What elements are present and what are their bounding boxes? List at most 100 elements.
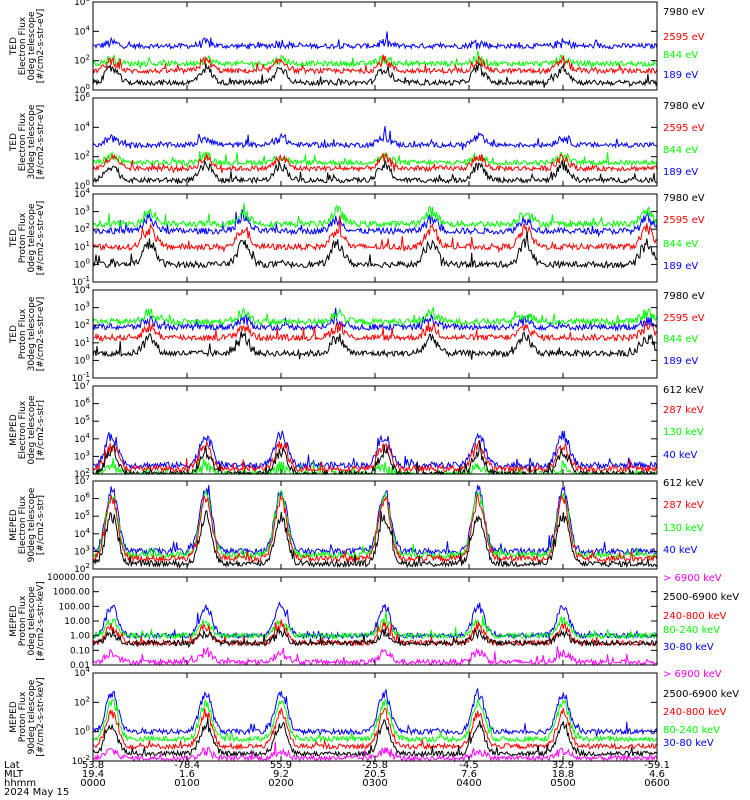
xtick-label: 0200 xyxy=(268,778,293,789)
xtick-label: 0500 xyxy=(550,778,575,789)
series-red-trace xyxy=(92,151,658,174)
y-axis-label: [#/cm2-s-str-eV] xyxy=(36,9,46,84)
y-axis-label: Proton Flux xyxy=(18,595,28,646)
xtick-label: 0100 xyxy=(174,778,199,789)
y-axis-label: 0deg telescope xyxy=(27,11,37,81)
legend-entry: 7980 eV xyxy=(663,291,705,302)
plot-frame xyxy=(92,576,658,666)
y-axis-label: MEPED xyxy=(9,414,19,446)
series-blue-trace xyxy=(92,484,657,558)
legend-entry: 40 keV xyxy=(663,545,697,556)
legend-entry: 30-80 keV xyxy=(663,642,714,653)
ytick-label: 100 xyxy=(74,257,90,270)
xtick-label: -4.5 xyxy=(459,760,479,771)
y-axis-label: [#/cm2-s-str-eV] xyxy=(36,297,46,372)
legend-entry: 2595 eV xyxy=(663,313,705,324)
legend-entry: 189 eV xyxy=(663,70,698,81)
panel-7: 0.01 0.10 1.00 10.00 100.00 1000.00 10000.00 ME… xyxy=(9,573,739,671)
y-axis-label: TED xyxy=(9,37,19,56)
y-axis-label: [#/cm2-s-str] xyxy=(36,495,46,555)
legend-entry: 287 keV xyxy=(663,405,704,416)
xtick-label: 0300 xyxy=(362,778,387,789)
ytick-label: 106 xyxy=(74,492,90,505)
xtick-label: -25.8 xyxy=(362,760,388,771)
y-axis-label: 30deg telescope xyxy=(27,296,37,371)
ytick-label: 104 xyxy=(74,432,90,445)
y-axis-label: MEPED xyxy=(9,701,19,733)
series-blue-trace xyxy=(92,307,658,332)
series-blue-trace xyxy=(92,209,658,238)
legend-entry: 189 eV xyxy=(663,356,698,367)
y-axis-label: TED xyxy=(9,229,19,248)
x-row-label: hhmm xyxy=(4,778,36,789)
legend-entry: 844 eV xyxy=(663,334,698,345)
series-black-trace xyxy=(92,718,658,758)
xtick-label: 9.2 xyxy=(273,769,289,780)
series-green-trace xyxy=(92,698,658,744)
ytick-label: 105 xyxy=(74,414,90,427)
series-black-trace xyxy=(92,232,658,270)
xtick-label: -78.4 xyxy=(174,760,200,771)
y-axis-label: 0deg telescope xyxy=(27,586,37,656)
legend-entry: 7980 eV xyxy=(663,193,705,204)
xtick-label: 7.6 xyxy=(461,769,477,780)
legend-entry: 40 keV xyxy=(663,450,697,461)
ytick-label: 103 xyxy=(74,205,90,218)
series-green-trace xyxy=(92,489,658,560)
series-black-trace xyxy=(92,627,658,649)
ytick-label: 0.10 xyxy=(70,646,90,656)
legend-entry: 2500-6900 keV xyxy=(663,689,739,700)
legend-entry: 130 keV xyxy=(663,427,704,438)
ytick-label: 100 xyxy=(74,725,90,738)
plot-frame xyxy=(92,480,658,570)
xtick-label: 19.4 xyxy=(82,769,104,780)
ytick-label: 104 xyxy=(74,24,90,37)
xtick-label: 1.6 xyxy=(179,769,195,780)
ytick-label: 103 xyxy=(74,544,90,557)
xtick-label: 0400 xyxy=(456,778,481,789)
ytick-label: 104 xyxy=(74,120,90,133)
legend-entry: > 6900 keV xyxy=(663,573,722,584)
x-row-label: MLT xyxy=(4,769,24,780)
series-blue-trace xyxy=(92,126,658,151)
y-axis-label: Electron Flux xyxy=(18,400,28,459)
y-axis-label: Proton Flux xyxy=(18,308,28,359)
xtick-label: 55.9 xyxy=(270,760,292,771)
legend-entry: 612 keV xyxy=(663,385,704,396)
series-black-trace xyxy=(92,440,657,476)
y-axis-label: [#/cm2-s-str-eV] xyxy=(36,105,46,180)
series-black-trace xyxy=(92,158,658,185)
legend-entry: > 6900 keV xyxy=(663,669,722,680)
ytick-label: 100.00 xyxy=(59,602,91,612)
ytick-label: 1.00 xyxy=(70,632,90,642)
series-red-trace xyxy=(92,54,658,76)
date-label: 2024 May 15 xyxy=(4,787,69,798)
y-axis-label: Electron Flux xyxy=(18,16,28,75)
y-axis-label: MEPED xyxy=(9,509,19,541)
ytick-label: 1000.00 xyxy=(53,588,90,598)
xtick-label: 0600 xyxy=(644,778,669,789)
ytick-label: 102 xyxy=(74,222,90,235)
y-axis-label: [#/cm2-s-str-keV] xyxy=(36,581,46,660)
series-blue-trace xyxy=(92,687,658,737)
y-axis-label: 90deg telescope xyxy=(27,487,37,562)
series-red-trace xyxy=(92,707,658,751)
legend-entry: 2595 eV xyxy=(663,215,705,226)
y-axis-label: Proton Flux xyxy=(18,212,28,263)
series-black-trace xyxy=(92,331,658,360)
y-axis-label: TED xyxy=(9,325,19,344)
xtick-label: 18.8 xyxy=(552,769,574,780)
series-red-trace xyxy=(92,215,658,254)
y-axis-label: 30deg telescope xyxy=(27,104,37,179)
legend-entry: 7980 eV xyxy=(663,7,705,18)
legend-entry: 80-240 keV xyxy=(663,625,720,636)
legend-entry: 189 eV xyxy=(663,261,698,272)
ytick-label: 10000.00 xyxy=(47,573,90,583)
legend-entry: 287 keV xyxy=(663,500,704,511)
y-axis-label: Electron Flux xyxy=(18,112,28,171)
legend-entry: 189 eV xyxy=(663,167,698,178)
